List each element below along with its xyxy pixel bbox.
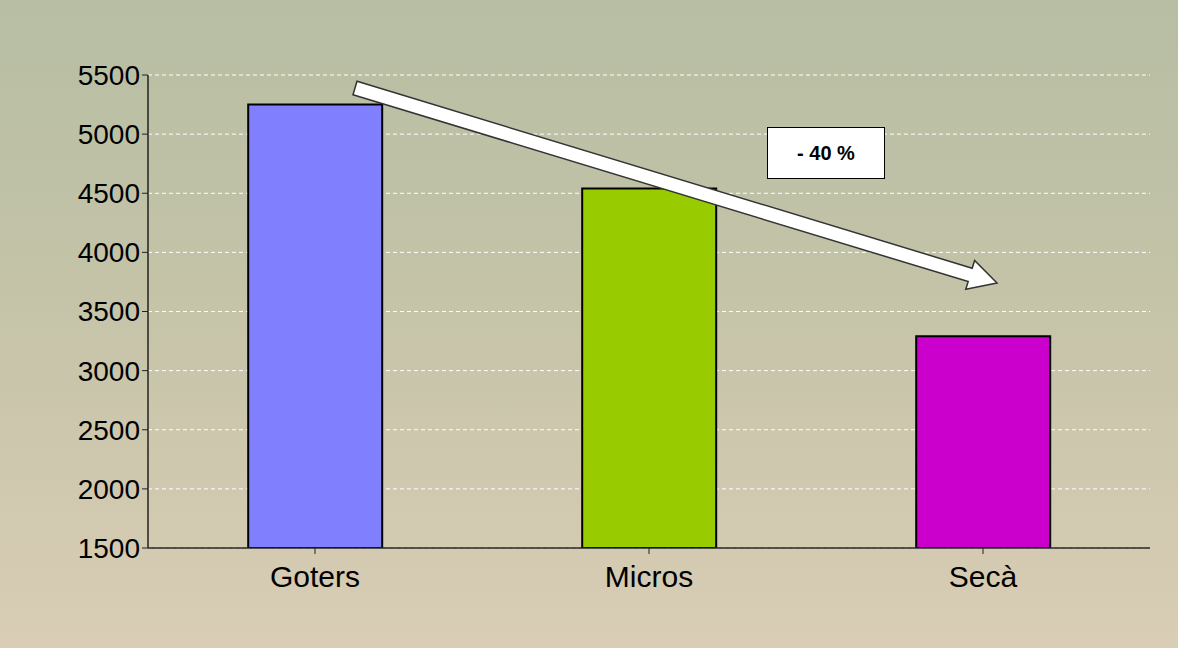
svg-text:2000: 2000 (78, 474, 140, 505)
svg-text:4500: 4500 (78, 178, 140, 209)
svg-text:3000: 3000 (78, 356, 140, 387)
svg-text:Goters: Goters (270, 560, 360, 593)
svg-text:1500: 1500 (78, 533, 140, 564)
svg-text:3500: 3500 (78, 296, 140, 327)
svg-text:Micros: Micros (605, 560, 693, 593)
svg-text:Secà: Secà (949, 560, 1018, 593)
svg-text:2500: 2500 (78, 415, 140, 446)
html-text:- 40 %: - 40 % (797, 141, 855, 164)
svg-text:4000: 4000 (78, 237, 140, 268)
svg-text:5000: 5000 (78, 119, 140, 150)
svg-text:5500: 5500 (78, 60, 140, 91)
